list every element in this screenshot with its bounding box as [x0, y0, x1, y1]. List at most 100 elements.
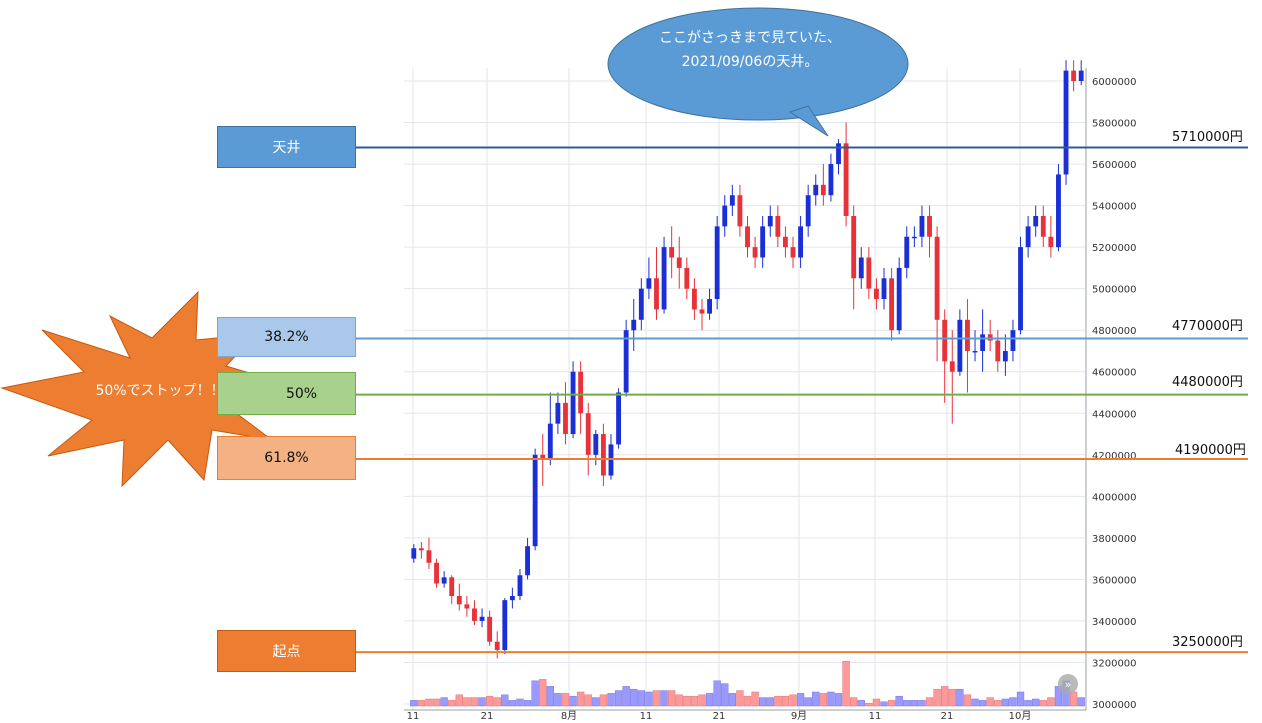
candle [919, 205, 925, 248]
y-tick-label: 3600000 [1092, 575, 1137, 586]
candle [782, 226, 788, 258]
volume-bar [645, 691, 653, 707]
volume-bar [872, 698, 881, 707]
candle [927, 205, 932, 258]
volume-bar [857, 700, 865, 707]
candle [1025, 215, 1031, 258]
y-tick-label: 4400000 [1092, 409, 1137, 420]
candle-body [1063, 70, 1069, 175]
volume-bar [887, 700, 896, 707]
y-tick-label: 4600000 [1092, 368, 1137, 379]
volume-bar [963, 694, 972, 707]
candle [836, 139, 841, 175]
candle [1063, 60, 1069, 185]
candle-body [623, 330, 629, 393]
volume-bar [1009, 697, 1017, 707]
callout-text: ここがさっきまで見ていた、2021/09/06の天井。 [659, 30, 841, 70]
candle-body [1018, 247, 1023, 331]
candle-body [843, 143, 849, 216]
volume-bar [796, 693, 805, 707]
candle-body [1033, 215, 1039, 227]
chart-grid [404, 68, 1085, 710]
candle-body [532, 454, 538, 547]
volume-bar [789, 694, 797, 707]
volume-bar [622, 686, 630, 707]
volume-bar [516, 698, 524, 707]
candle-body [699, 309, 705, 314]
level-box-618-label: 61.8% [264, 450, 309, 466]
volume-bar [774, 695, 782, 707]
candle [563, 382, 568, 445]
y-tick-label: 3800000 [1092, 534, 1137, 545]
stop-text: 50%でストップ！！ [95, 383, 225, 399]
candle-body [502, 600, 508, 651]
volume-bar [417, 700, 426, 707]
volume-bar [705, 693, 714, 707]
candle [1002, 334, 1008, 376]
volume-bar [539, 679, 547, 707]
candle [820, 164, 826, 206]
candle [980, 309, 986, 372]
candle [866, 247, 872, 300]
candle [775, 205, 781, 248]
volume-bar [569, 695, 577, 707]
price-label-618: 4190000円 [1175, 443, 1246, 458]
candle-body [456, 596, 462, 605]
volume-bar [721, 683, 729, 707]
candle-body [934, 236, 940, 320]
volume-bar [440, 697, 448, 707]
candle [934, 226, 940, 362]
volume-bar [607, 693, 615, 707]
x-tick-label: 11 [407, 711, 420, 722]
candle-body [517, 575, 523, 597]
candle [691, 278, 697, 320]
candle-body [919, 215, 925, 237]
volume-bar [531, 680, 539, 707]
x-tick-label: 11 [640, 711, 653, 722]
candle-body [638, 288, 644, 320]
candle-body [851, 215, 857, 279]
candle-body [987, 334, 993, 341]
candle-body [669, 247, 675, 258]
x-tick-label: 21 [713, 711, 726, 722]
candle-body [836, 143, 841, 165]
volume-bar [410, 700, 418, 707]
x-tick-label: 9月 [791, 710, 807, 722]
candle-body [434, 562, 439, 584]
y-tick-label: 4000000 [1092, 492, 1137, 503]
volume-bar [683, 695, 691, 707]
candle-body [479, 616, 485, 621]
volume-bar [986, 697, 994, 707]
volume-bar [1016, 691, 1025, 707]
y-tick-label: 3000000 [1092, 700, 1137, 711]
level-box-top: 天井 [217, 126, 356, 168]
candle-body [631, 319, 637, 331]
candle [896, 257, 902, 335]
candle-body [441, 577, 447, 584]
svg-text:»: » [1065, 678, 1072, 691]
candle-body [646, 278, 652, 289]
volume-bar [508, 700, 517, 707]
y-tick-label: 3200000 [1092, 658, 1137, 669]
candle [684, 257, 690, 300]
candle-body [464, 604, 470, 609]
candle [540, 434, 546, 486]
candle [843, 122, 849, 227]
candle-body [896, 267, 902, 331]
level-box-top-label: 天井 [272, 140, 301, 156]
volume-bar [523, 700, 532, 707]
candle [957, 309, 963, 376]
candle-body [775, 215, 781, 237]
candle-body [509, 596, 515, 601]
candle-body [866, 257, 872, 289]
candle-body [752, 247, 758, 258]
candle [1018, 236, 1023, 335]
volume-bar [554, 693, 562, 707]
candle [411, 544, 417, 563]
candle [464, 596, 470, 617]
volume-bar [713, 680, 721, 707]
candle-body [676, 257, 682, 268]
volume-bar [690, 695, 699, 707]
candle-body [760, 226, 766, 258]
candle [669, 226, 675, 279]
